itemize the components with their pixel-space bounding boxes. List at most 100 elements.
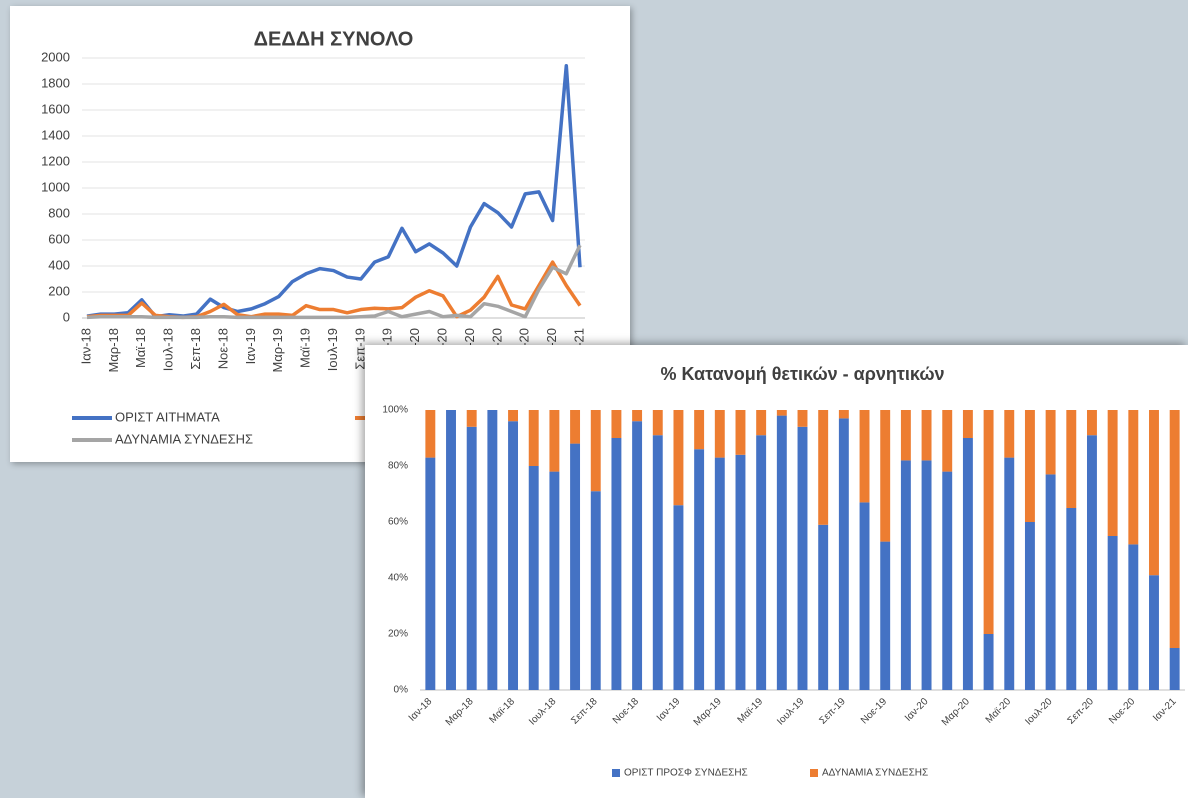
legend-label: ΑΔΥΝΑΜΙΑ ΣΥΝΔΕΣΗΣ xyxy=(115,431,253,446)
y-tick-label: 1800 xyxy=(41,75,70,90)
bar-segment xyxy=(549,410,560,472)
bar-segment xyxy=(838,410,849,419)
x-tick-label: Σεπ-20 xyxy=(1066,696,1097,727)
bar-segment xyxy=(714,410,725,458)
y-tick-label: 0 xyxy=(63,309,70,324)
x-tick-label: Ιαν-20 xyxy=(903,696,931,724)
x-tick-label: Μαϊ-19 xyxy=(736,696,766,726)
bar-segment xyxy=(425,410,436,458)
bar-segment xyxy=(1004,410,1015,458)
x-tick-label: Μαϊ-19 xyxy=(298,328,313,368)
bar-segment xyxy=(611,438,622,690)
bar-segment xyxy=(528,466,539,690)
y-tick-label: 100% xyxy=(382,405,408,416)
bar-segment xyxy=(1066,508,1077,690)
y-tick-label: 40% xyxy=(388,573,408,584)
y-tick-label: 2000 xyxy=(41,49,70,64)
line-chart: ΔΕΔΔΗ ΣΥΝΟΛΟ 0 200 400 600 800 1000 1200 1400 160… xyxy=(10,6,630,462)
x-tick-label: Νοε-20 xyxy=(1107,696,1137,726)
legend-swatch xyxy=(612,769,620,777)
bar-segment xyxy=(1045,474,1056,690)
chart-title: ΔΕΔΔΗ ΣΥΝΟΛΟ xyxy=(254,28,414,50)
bar-segment xyxy=(570,410,581,444)
bar-segment xyxy=(487,410,498,690)
legend-label: ΟΡΙΣΤ ΠΡΟΣΦ ΣΥΝΔΕΣΗΣ xyxy=(624,768,748,779)
bar-segment xyxy=(1169,410,1180,648)
bar-segment xyxy=(921,410,932,461)
x-tick-label: Ιουλ-19 xyxy=(325,328,340,371)
x-tick-label: Μαρ-20 xyxy=(940,696,972,728)
chart-title: % Κατανομή θετικών - αρνητικών xyxy=(660,364,944,384)
bar-segment xyxy=(1086,435,1097,690)
bar-segment xyxy=(590,491,601,690)
y-tick-label: 1400 xyxy=(41,127,70,142)
bar-segment xyxy=(694,410,705,450)
bar-segment xyxy=(1004,457,1015,690)
x-tick-label: Ιαν-19 xyxy=(655,696,683,724)
bar-segment xyxy=(1149,410,1159,576)
x-tick-label: Ιαν-21 xyxy=(1151,696,1179,724)
bar-segment xyxy=(611,410,622,438)
bar-segment xyxy=(1024,522,1035,690)
y-tick-label: 1200 xyxy=(41,153,70,168)
y-tick-label: 800 xyxy=(48,205,70,220)
bar-segment xyxy=(983,410,994,634)
bar-segment xyxy=(756,435,767,690)
bar-segment xyxy=(632,421,643,690)
bar-segment xyxy=(735,454,746,690)
x-tick-label: Μαρ-19 xyxy=(692,696,724,728)
x-tick-label: Σεπ-18 xyxy=(569,696,600,727)
x-tick-label: Ιουλ-18 xyxy=(161,328,176,371)
x-tick-label: Ιουλ-20 xyxy=(1023,696,1055,728)
bar-segment xyxy=(466,410,477,427)
bar-segment xyxy=(797,426,808,690)
bar-segment xyxy=(549,471,560,690)
bar-segment xyxy=(446,410,456,690)
bar-segment xyxy=(1045,410,1056,475)
x-tick-label: Σεπ-19 xyxy=(817,696,848,727)
x-tick-label: Μαρ-19 xyxy=(270,328,285,373)
x-tick-label: Ιουλ-18 xyxy=(527,696,559,728)
x-tick-label: Μαρ-18 xyxy=(106,328,121,373)
x-tick-label: Σεπ-18 xyxy=(188,328,203,370)
bar-segment xyxy=(508,421,519,690)
bar-segment xyxy=(694,449,705,690)
bar-segment xyxy=(921,460,932,690)
series-line xyxy=(86,64,582,319)
bar-segment xyxy=(652,410,663,436)
bar-segment xyxy=(818,524,829,690)
bar-segment xyxy=(652,435,663,690)
x-tick-label: Μαϊ-18 xyxy=(133,328,148,368)
bar-segment xyxy=(466,426,477,690)
bar-segment xyxy=(962,438,973,690)
bar-segment xyxy=(818,410,829,525)
bar-segment xyxy=(425,457,436,690)
legend-label: ΟΡΙΣΤ ΑΙΤΗΜΑΤΑ xyxy=(115,409,220,424)
bar-segment xyxy=(570,443,581,690)
bar-segment xyxy=(983,634,994,690)
x-tick-label: Νοε-18 xyxy=(215,328,230,369)
bar-segment xyxy=(880,541,891,690)
bar-segment xyxy=(1107,536,1118,690)
bar-segment xyxy=(1128,544,1139,690)
bar-segment xyxy=(900,410,911,461)
legend-label: ΑΔΥΝΑΜΙΑ ΣΥΝΔΕΣΗΣ xyxy=(822,768,928,779)
bar-segment xyxy=(1149,575,1159,690)
bar-chart: % Κατανομή θετικών - αρνητικών 0% 20% 40% 60… xyxy=(365,345,1188,798)
bar-segment xyxy=(1107,410,1118,536)
x-tick-label: Ιαν-18 xyxy=(407,696,435,724)
bar-segment xyxy=(632,410,643,422)
bar-segment xyxy=(1024,410,1035,522)
x-tick-label: Μαρ-18 xyxy=(444,696,476,728)
bar-segment xyxy=(962,410,973,438)
bar-segment xyxy=(1066,410,1077,508)
bar-segment xyxy=(1086,410,1097,436)
x-tick-label: Νοε-19 xyxy=(859,696,889,726)
bar-segment xyxy=(1128,410,1139,545)
bar-segment xyxy=(859,410,870,503)
x-tick-label: Μαϊ-18 xyxy=(487,696,517,726)
bar-segment xyxy=(942,471,953,690)
y-tick-label: 0% xyxy=(394,685,409,696)
bar-segment xyxy=(776,415,787,690)
